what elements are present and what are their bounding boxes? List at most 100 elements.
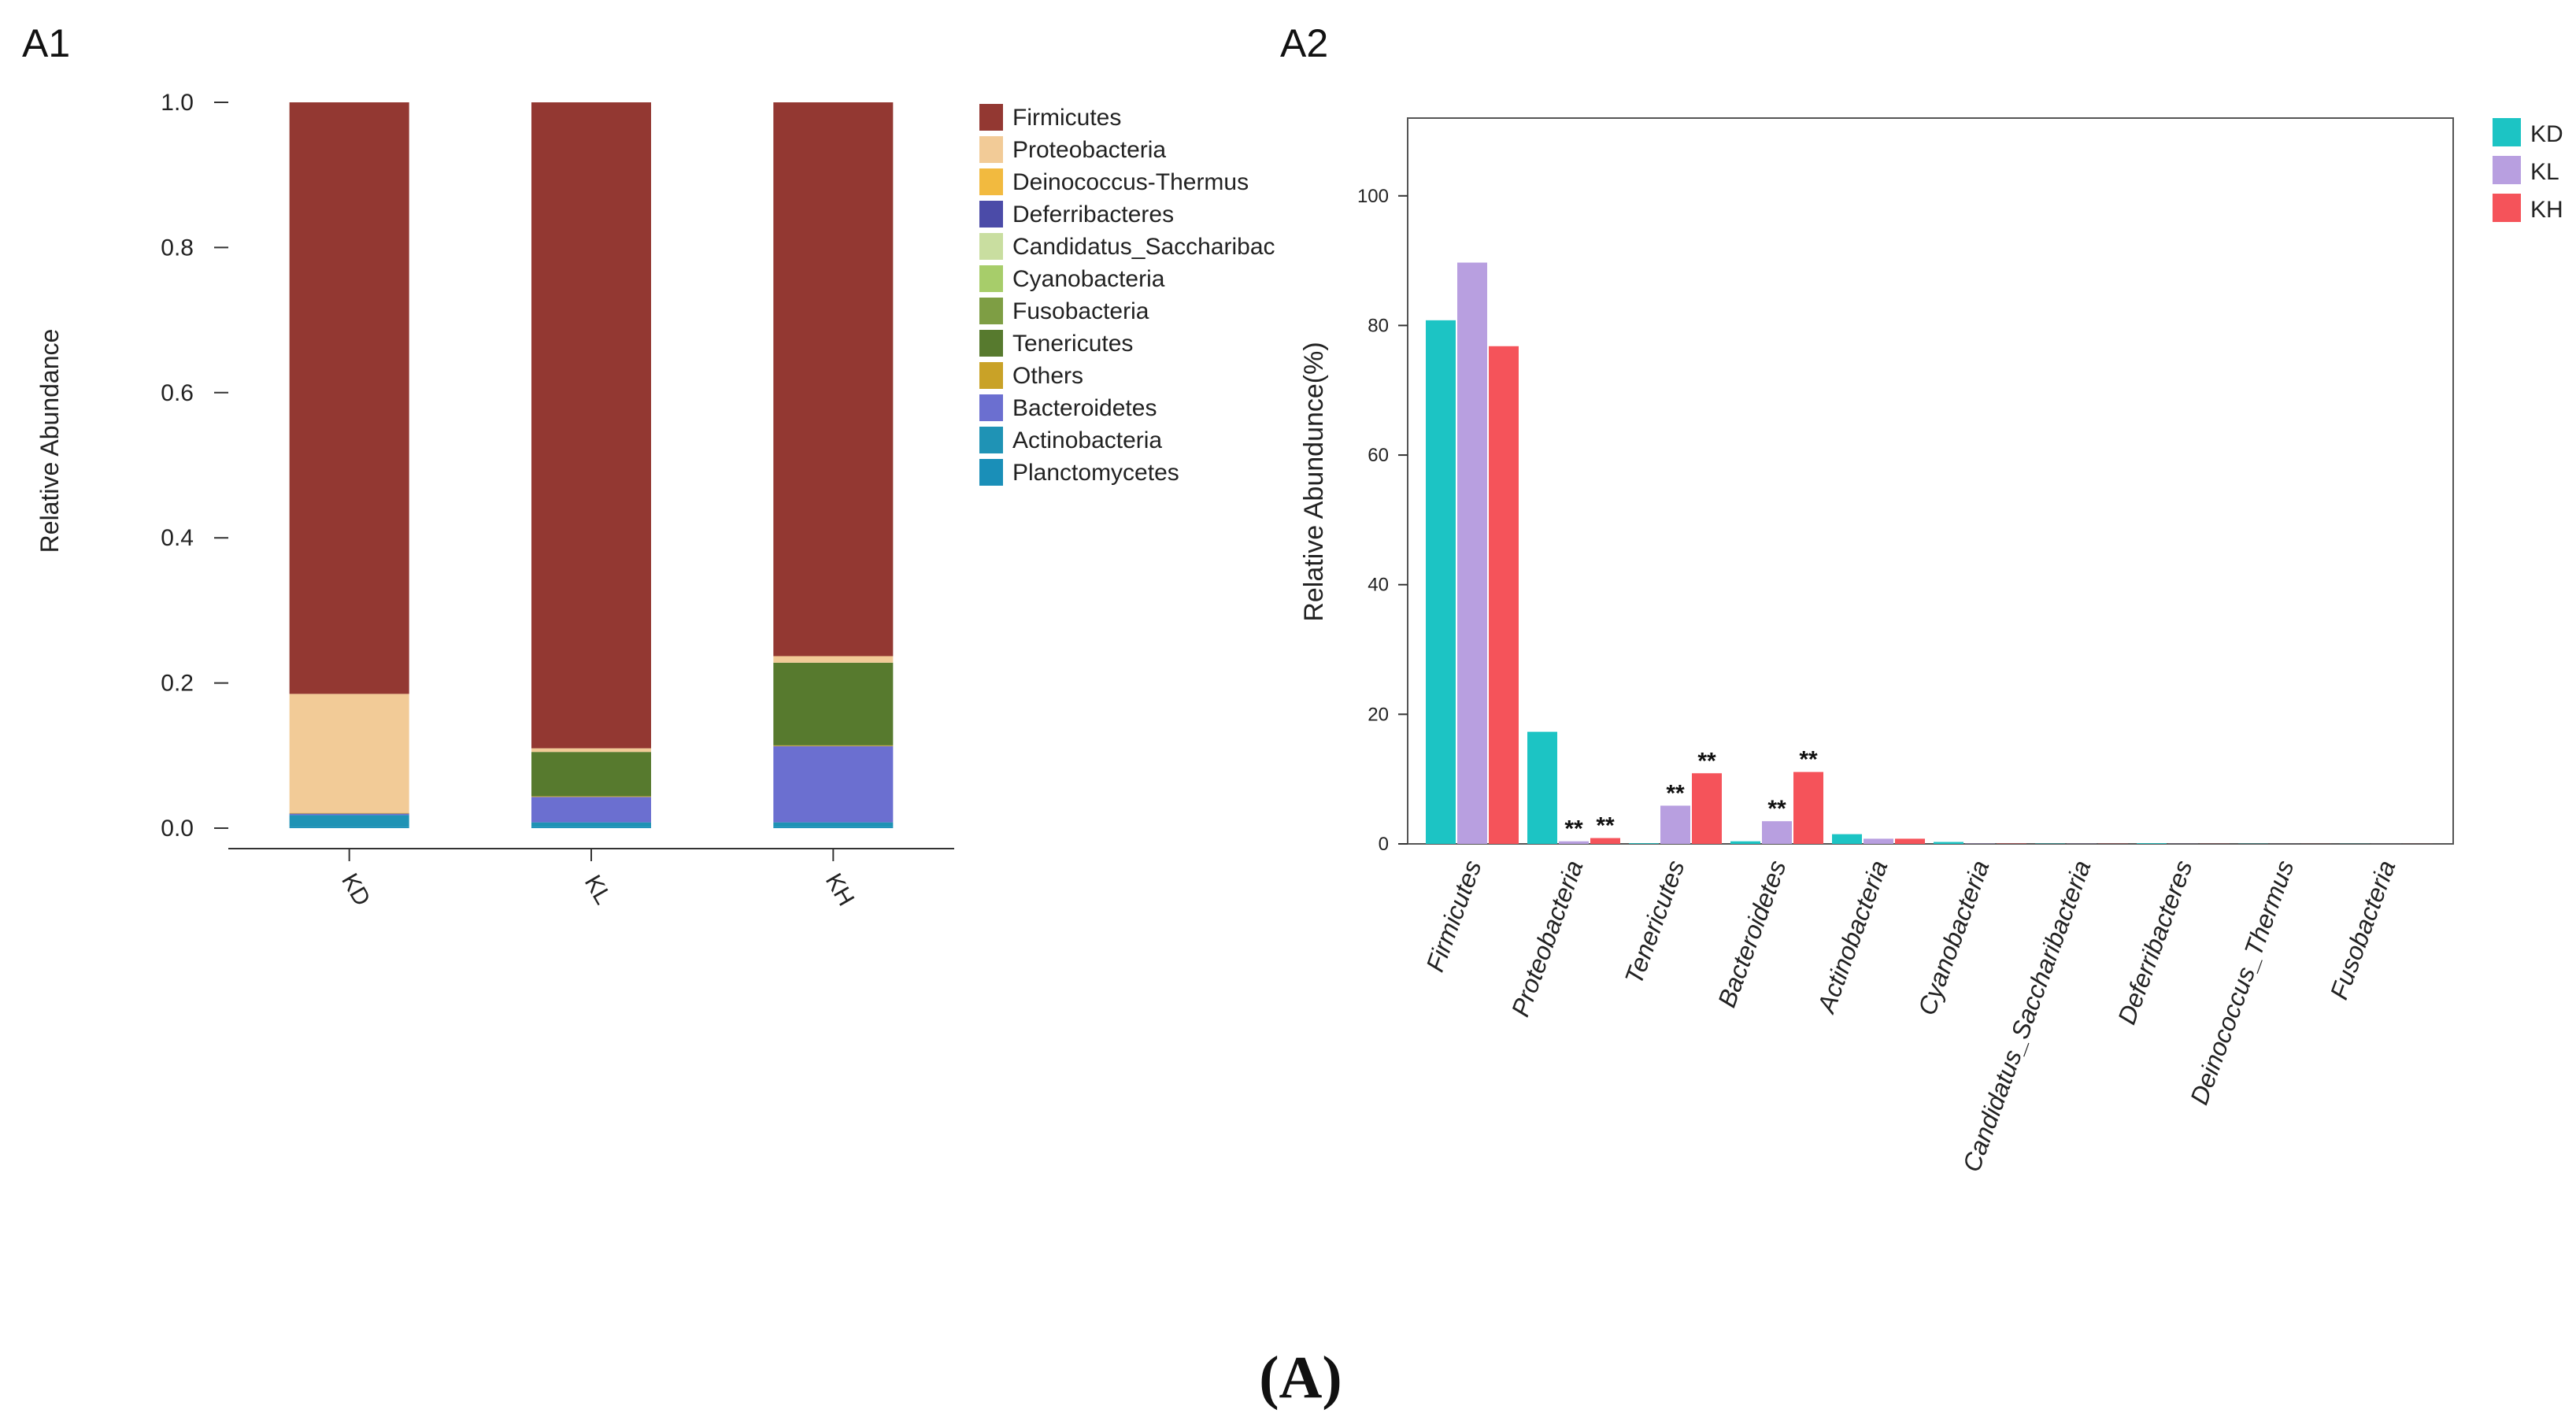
- a2-legend-label: KD: [2530, 121, 2563, 147]
- a1-bar-kl-actinobacteria: [531, 822, 651, 827]
- a1-legend-label: Deinococcus-Thermus: [1012, 169, 1249, 195]
- a1-bar-kd-firmicutes: [289, 102, 409, 694]
- a2-bar-cyanobacteria-kd: [1934, 842, 1963, 844]
- a1-bar-kh-proteobacteria: [773, 656, 894, 663]
- a2-bar-tenericutes-kd: [1629, 843, 1659, 844]
- a2-bar-proteobacteria-kd: [1527, 731, 1557, 844]
- a1-legend-label: Bacteroidetes: [1012, 395, 1157, 421]
- a1-bar-kl-bacteroidetes: [531, 797, 651, 823]
- panel-a1-label: A1: [22, 21, 70, 65]
- a1-bar-kh-others: [773, 745, 894, 746]
- a2-ytick-label: 20: [1368, 704, 1389, 725]
- a2-legend-swatch-kl: [2493, 156, 2521, 184]
- a1-bar-kd-others: [289, 812, 409, 814]
- a1-legend-swatch-deinococcus-thermus: [979, 168, 1003, 195]
- a1-bar-kd-actinobacteria: [289, 815, 409, 827]
- a1-legend-label: Proteobacteria: [1012, 137, 1166, 163]
- a1-bar-kd-planctomycetes: [289, 827, 409, 828]
- a1-legend-swatch-others: [979, 362, 1003, 389]
- a2-bar-actinobacteria-kh: [1895, 838, 1925, 844]
- a2-significance-mark: **: [1666, 780, 1685, 806]
- a2-significance-mark: **: [1767, 796, 1786, 822]
- a1-xtick-label: KD: [336, 869, 375, 911]
- a1-bar-kl-tenericutes: [531, 752, 651, 797]
- chart-a1: 0.0 0.2 0.4 0.6 0.8 1.0 Relative Abundance KD KL…: [35, 90, 954, 911]
- a2-bar-firmicutes-kh: [1489, 346, 1519, 844]
- a2-bar-tenericutes-kh: [1692, 773, 1722, 844]
- a1-ytick-label: 1.0: [161, 90, 194, 116]
- a2-bar-firmicutes-kl: [1457, 262, 1487, 844]
- a2-bar-deferribacteres-kd: [2137, 843, 2167, 844]
- a2-ytick-label: 40: [1368, 575, 1389, 596]
- a2-bar-actinobacteria-kl: [1864, 838, 1893, 844]
- a1-legend-label: Firmicutes: [1012, 105, 1121, 131]
- a1-bar-kh-tenericutes: [773, 662, 894, 745]
- a1-bar-kd-bacteroidetes: [289, 813, 409, 816]
- a2-significance-mark: **: [1799, 747, 1818, 773]
- a1-ytick-label: 0.4: [161, 525, 194, 551]
- a2-significance-mark: **: [1697, 748, 1716, 774]
- a1-ytick-label: 0.2: [161, 671, 194, 697]
- a2-xtick-label: Tenericutes: [1619, 856, 1690, 988]
- a1-xtick-label: KH: [820, 869, 859, 911]
- a2-xtick-label: Deferribacteres: [2112, 856, 2198, 1028]
- a1-legend-label: Tenericutes: [1012, 331, 1133, 357]
- a1-ytick-label: 0.6: [161, 380, 194, 406]
- a2-bar-proteobacteria-kl: [1559, 841, 1589, 844]
- a2-ytick-label: 80: [1368, 315, 1389, 336]
- a2-legend-swatch-kh: [2493, 194, 2521, 222]
- a2-ytick-label: 0: [1379, 834, 1389, 855]
- a1-legend-swatch-firmicutes: [979, 104, 1003, 131]
- a1-legend-swatch-planctomycetes: [979, 459, 1003, 486]
- a1-bar-kh-firmicutes: [773, 102, 894, 657]
- a1-legend-swatch-tenericutes: [979, 330, 1003, 357]
- a2-ytick-label: 60: [1368, 445, 1389, 466]
- a2-bar-actinobacteria-kd: [1832, 834, 1862, 844]
- a1-ylabel: Relative Abundance: [35, 329, 64, 553]
- a2-significance-mark: **: [1596, 813, 1615, 839]
- a2-significance-mark: **: [1564, 816, 1583, 842]
- a1-ytick-label: 0.8: [161, 235, 194, 261]
- a2-bar-bacteroidetes-kl: [1762, 821, 1792, 844]
- chart-a2: 0 20 40 60 80 100 Relative Abundunce(%) Firmicu…: [1299, 117, 2454, 1175]
- a2-bar-tenericutes-kl: [1660, 805, 1690, 844]
- a1-legend-label: Planctomycetes: [1012, 460, 1179, 486]
- a1-legend-label: Candidatus_Saccharibac: [1012, 234, 1275, 260]
- a1-legend-swatch-proteobacteria: [979, 136, 1003, 163]
- a2-bar-bacteroidetes-kd: [1730, 841, 1760, 844]
- chart-a1-legend: Firmicutes Proteobacteria Deinococcus-Ther…: [979, 104, 1275, 486]
- a1-bar-kl-others: [531, 796, 651, 797]
- a2-legend-label: KL: [2530, 159, 2559, 185]
- a1-legend-label: Actinobacteria: [1012, 427, 1162, 453]
- a1-legend-swatch-cyanobacteria: [979, 265, 1003, 292]
- a1-bar-kh-actinobacteria: [773, 822, 894, 827]
- a2-ytick-label: 100: [1357, 186, 1389, 207]
- a2-ylabel: Relative Abundunce(%): [1299, 342, 1329, 621]
- a1-legend-label: Others: [1012, 363, 1083, 389]
- a1-bar-kl-firmicutes: [531, 102, 651, 749]
- a1-bar-kh-planctomycetes: [773, 827, 894, 828]
- a1-xtick-label: KL: [579, 871, 616, 908]
- a1-legend-label: Fusobacteria: [1012, 298, 1149, 324]
- a1-bar-kh-bacteroidetes: [773, 745, 894, 823]
- a2-bar-bacteroidetes-kh: [1793, 771, 1823, 844]
- panel-a2-label: A2: [1280, 21, 1328, 65]
- figure-caption: (A): [1259, 1345, 1342, 1411]
- a2-xtick-label: Bacteroidetes: [1712, 856, 1792, 1011]
- a1-legend-swatch-actinobacteria: [979, 427, 1003, 453]
- a2-plot-frame: [1407, 117, 2454, 845]
- a1-legend-swatch-deferribacteres: [979, 201, 1003, 228]
- a2-xtick-label: Actinobacteria: [1812, 856, 1893, 1018]
- a2-xtick-label: Fusobacteria: [2324, 856, 2400, 1003]
- a1-ytick-label: 0.0: [161, 816, 194, 842]
- a2-xtick-label: Deinococcus_Thermus: [2185, 856, 2300, 1108]
- a1-bar-kl-proteobacteria: [531, 748, 651, 753]
- a2-bar-proteobacteria-kh: [1590, 838, 1620, 844]
- a2-xtick-label: Proteobacteria: [1506, 856, 1589, 1020]
- a1-legend-swatch-fusobacteria: [979, 298, 1003, 324]
- a2-xtick-label: Cyanobacteria: [1912, 856, 1994, 1019]
- a2-legend-swatch-kd: [2493, 118, 2521, 146]
- a1-legend-label: Cyanobacteria: [1012, 266, 1165, 292]
- a1-bar-kl-planctomycetes: [531, 827, 651, 828]
